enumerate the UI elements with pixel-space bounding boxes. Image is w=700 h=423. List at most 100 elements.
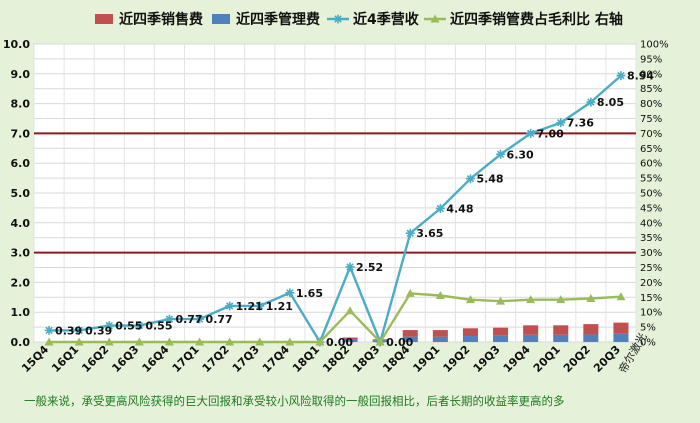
point bbox=[465, 295, 475, 304]
bar bbox=[553, 334, 569, 342]
point bbox=[526, 295, 536, 304]
y-right-tick-label: 95% bbox=[640, 54, 662, 65]
bar bbox=[432, 336, 448, 342]
bar bbox=[402, 330, 418, 337]
point bbox=[435, 203, 445, 213]
legend-item: 近4季营收 bbox=[327, 11, 420, 28]
data-label: 4.48 bbox=[446, 202, 473, 215]
legend: 近四季销售费 近四季管理费 近4季营收 近四季销管费占毛利比 右轴 bbox=[95, 11, 623, 28]
gridlines bbox=[33, 43, 637, 343]
point bbox=[586, 293, 596, 302]
point bbox=[74, 325, 84, 335]
footnote-text: 一般来说，承受更高风险获得的巨大回报和承受较小风险取得的一般回报相比，后者长期的… bbox=[24, 394, 565, 408]
point bbox=[435, 291, 445, 300]
bar bbox=[493, 327, 509, 336]
data-label: 0.39 bbox=[85, 324, 112, 337]
legend-label: 近四季销管费占毛利比 右轴 bbox=[450, 11, 623, 28]
x-tick-label: 19Q1 bbox=[410, 343, 442, 375]
point bbox=[134, 337, 144, 346]
legend-swatch bbox=[95, 14, 113, 24]
x-tick-label: 19Q4 bbox=[501, 343, 533, 375]
bar bbox=[553, 325, 569, 335]
point bbox=[345, 306, 355, 315]
legend-marker bbox=[333, 14, 343, 24]
point bbox=[255, 301, 265, 311]
x-tick-label: 19Q2 bbox=[441, 343, 473, 375]
x-tick-label: 18Q3 bbox=[350, 343, 382, 375]
point bbox=[285, 288, 295, 298]
point bbox=[104, 337, 114, 346]
point bbox=[526, 128, 536, 138]
point bbox=[195, 337, 205, 346]
point bbox=[556, 295, 566, 304]
point bbox=[285, 337, 295, 346]
x-tick-label: 16Q4 bbox=[140, 343, 172, 375]
y-left-tick-label: 4.0 bbox=[11, 217, 31, 230]
reference-lines bbox=[34, 132, 636, 254]
data-label: 8.05 bbox=[597, 96, 624, 109]
legend-label: 近四季管理费 bbox=[236, 11, 320, 28]
data-label: 0.55 bbox=[115, 320, 142, 333]
bar bbox=[613, 322, 629, 334]
point bbox=[496, 296, 506, 305]
y-right-tick-label: 60% bbox=[640, 159, 662, 170]
data-label: 7.36 bbox=[567, 117, 594, 130]
point bbox=[195, 314, 205, 324]
y-right-tick-label: 25% bbox=[640, 263, 662, 274]
bar bbox=[523, 334, 539, 342]
y-left-tick-label: 9.0 bbox=[11, 68, 31, 81]
data-label: 1.65 bbox=[296, 287, 323, 300]
y-right-tick-label: 85% bbox=[640, 84, 662, 95]
data-label: 2.52 bbox=[356, 261, 383, 274]
point bbox=[225, 301, 235, 311]
data-label: 0.77 bbox=[175, 313, 202, 326]
point bbox=[345, 262, 355, 272]
legend-marker bbox=[430, 14, 440, 23]
y-left-tick-label: 10.0 bbox=[3, 38, 30, 51]
legend-item: 近四季管理费 bbox=[212, 11, 320, 28]
point bbox=[586, 97, 596, 107]
x-tick-label: 17Q2 bbox=[200, 343, 232, 375]
x-tick-label: 19Q3 bbox=[471, 343, 503, 375]
y-left-tick-label: 6.0 bbox=[11, 157, 31, 170]
y-right-tick-label: 35% bbox=[640, 233, 662, 244]
bar bbox=[613, 333, 629, 342]
y-left-tick-label: 3.0 bbox=[11, 247, 31, 260]
y-right-tick-label: 50% bbox=[640, 189, 662, 200]
fee-bars bbox=[342, 322, 629, 342]
bar bbox=[462, 328, 478, 337]
y-right-tick-label: 100% bbox=[640, 40, 669, 51]
x-tick-label: 20Q1 bbox=[531, 343, 563, 375]
bar bbox=[342, 337, 358, 340]
data-label: 3.65 bbox=[416, 227, 443, 240]
point bbox=[405, 228, 415, 238]
point bbox=[134, 321, 144, 331]
point bbox=[315, 337, 325, 346]
data-label: 0.77 bbox=[206, 313, 233, 326]
x-tick-label: 17Q4 bbox=[260, 343, 292, 375]
bar bbox=[402, 336, 418, 342]
x-tick-label: 16Q3 bbox=[109, 343, 141, 375]
data-label: 5.48 bbox=[476, 173, 503, 186]
data-label: 0.00 bbox=[386, 336, 413, 349]
bar bbox=[493, 335, 509, 342]
bar bbox=[583, 334, 599, 342]
data-label: 0.00 bbox=[326, 336, 353, 349]
y-right-tick-label: 90% bbox=[640, 69, 662, 80]
legend-item: 近四季销管费占毛利比 右轴 bbox=[424, 11, 623, 28]
legend-label: 近四季销售费 bbox=[119, 11, 203, 28]
y-left-tick-label: 5.0 bbox=[11, 187, 31, 200]
y-right-tick-label: 65% bbox=[640, 144, 662, 155]
y-left-tick-label: 7.0 bbox=[11, 127, 31, 140]
bar bbox=[462, 336, 478, 342]
point bbox=[375, 337, 385, 346]
point bbox=[496, 149, 506, 159]
y-right-tick-label: 40% bbox=[640, 218, 662, 229]
point bbox=[556, 118, 566, 128]
point bbox=[74, 337, 84, 346]
data-label: 7.00 bbox=[537, 127, 564, 140]
data-label: 0.39 bbox=[55, 324, 82, 337]
data-label: 0.55 bbox=[145, 320, 172, 333]
